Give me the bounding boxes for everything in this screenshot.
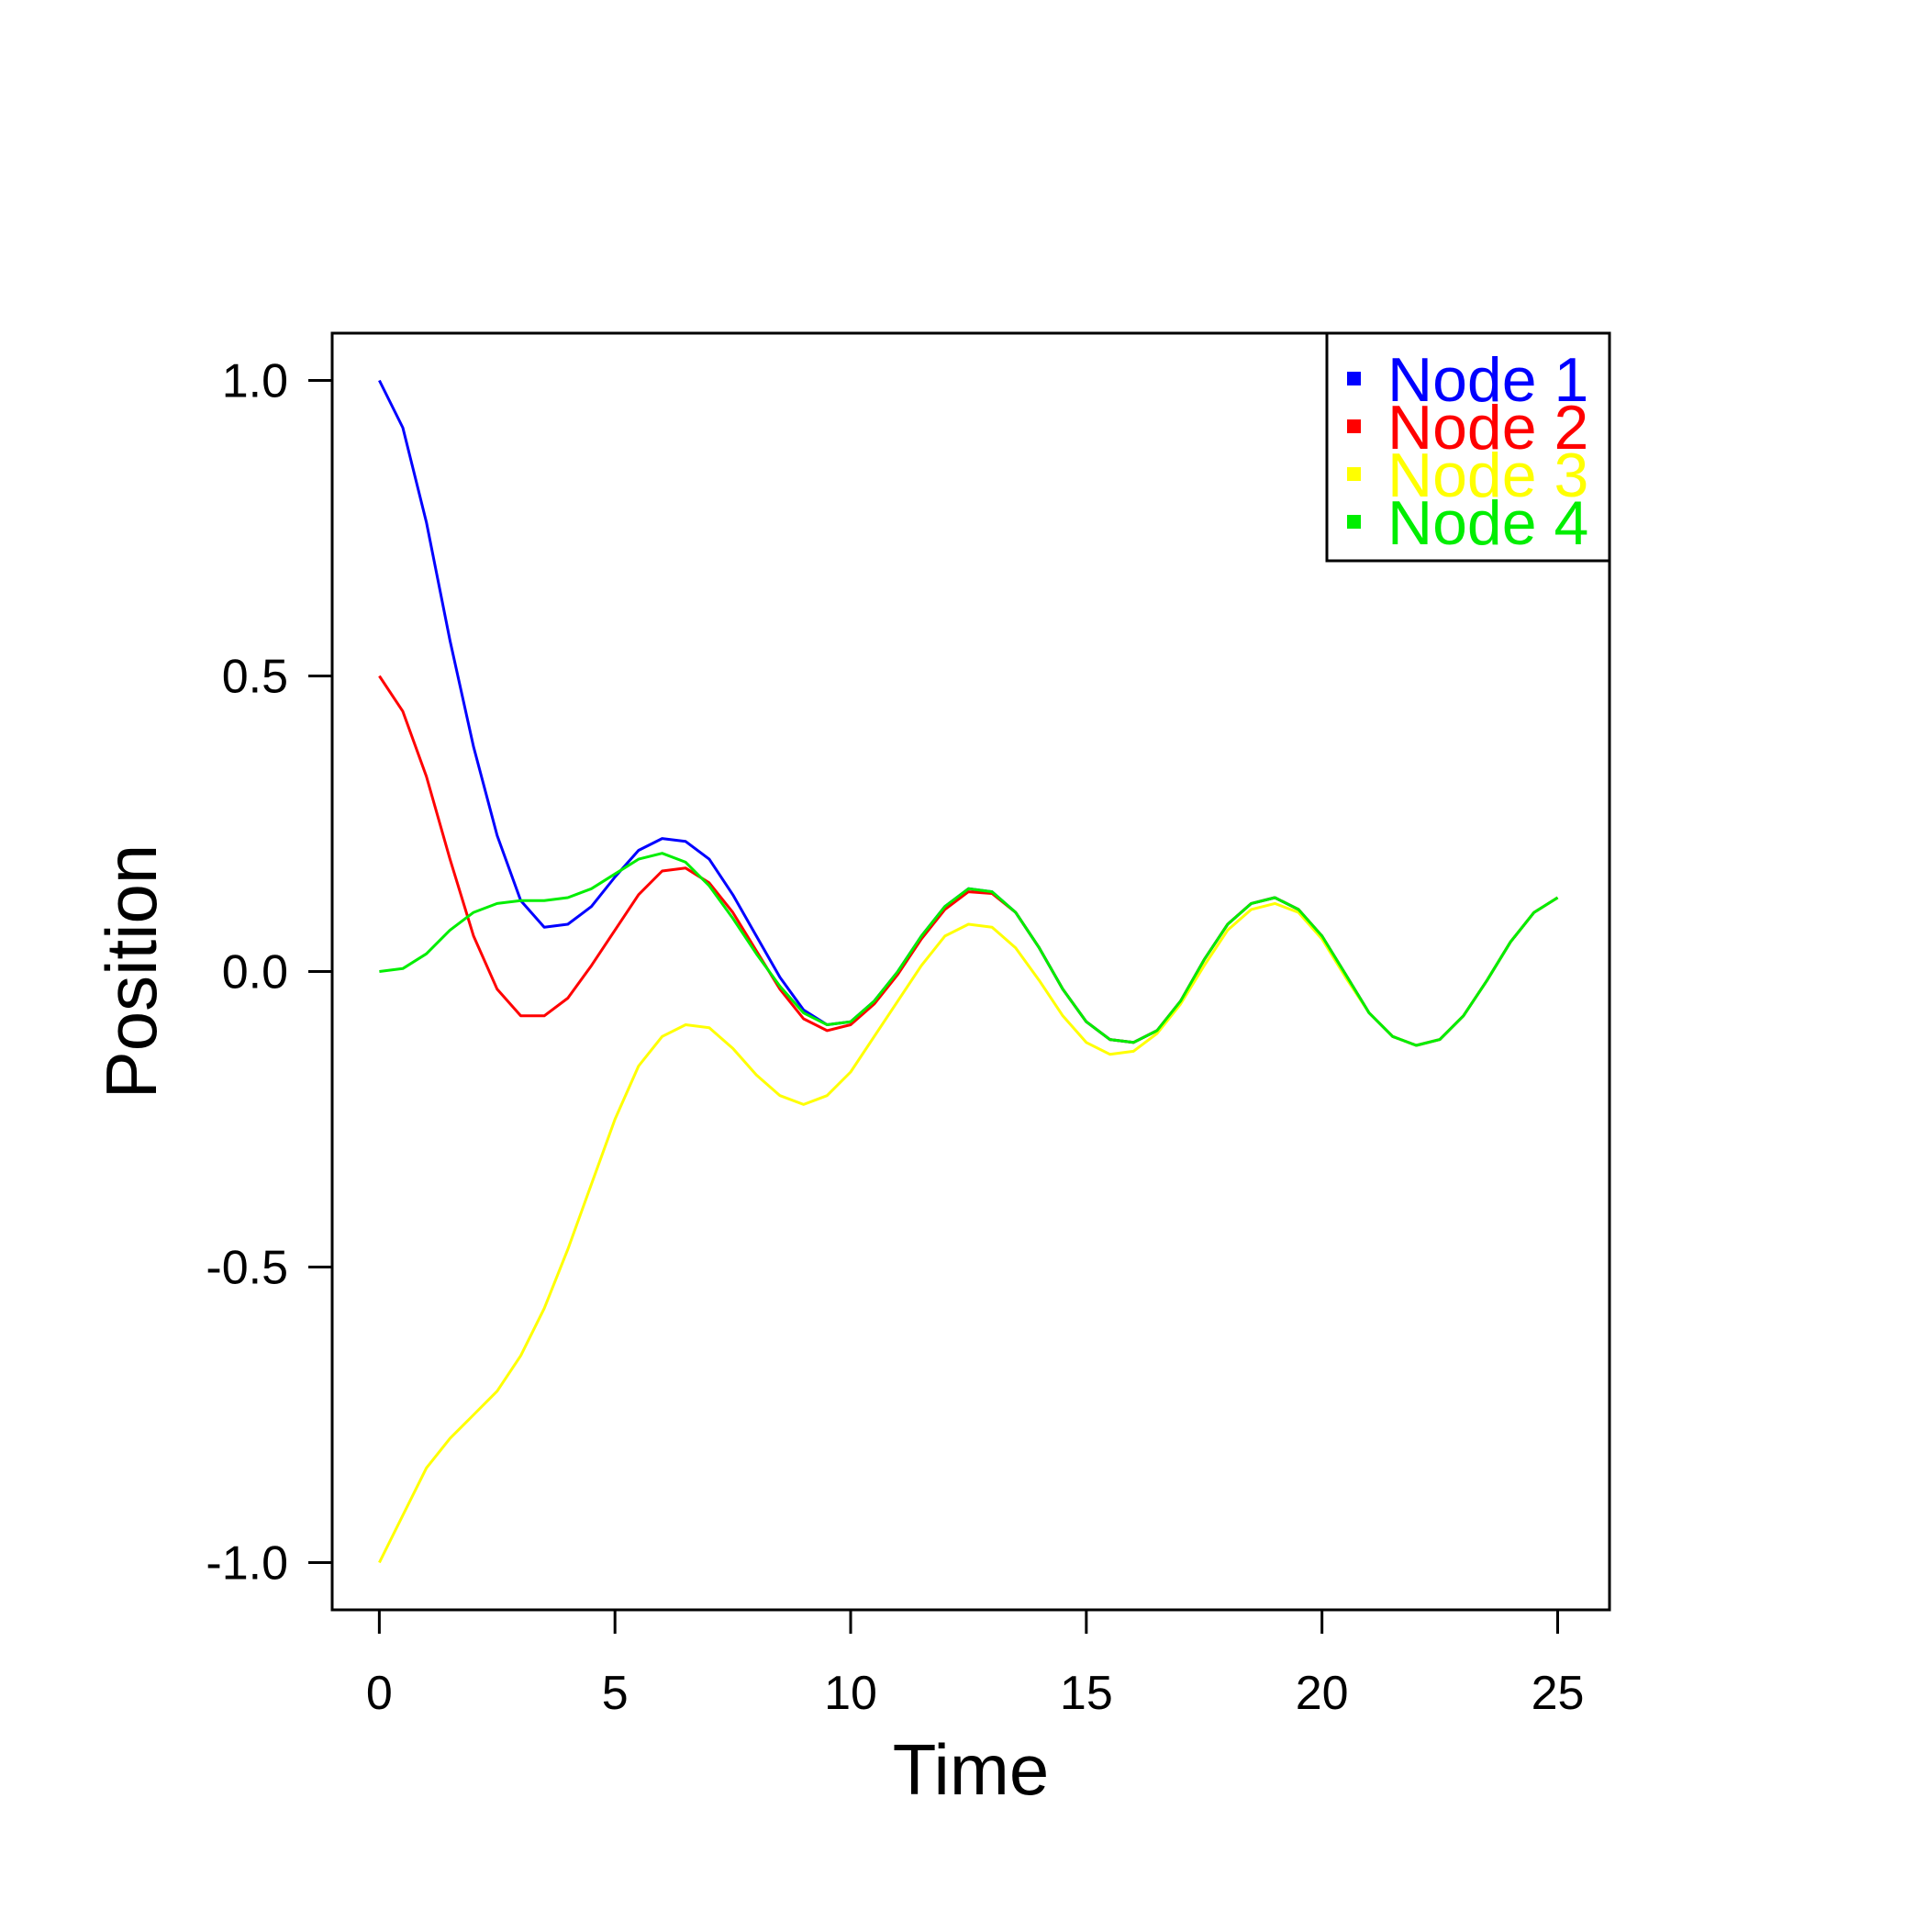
series-line-node-4 xyxy=(379,852,1559,1047)
x-tick-label: 10 xyxy=(824,1667,877,1720)
y-axis-title: Position xyxy=(91,844,172,1100)
x-tick-label: 15 xyxy=(1060,1667,1113,1720)
y-tick-label: -1.0 xyxy=(206,1536,288,1590)
legend-label: Node 4 xyxy=(1387,488,1588,558)
legend-box xyxy=(1325,331,1611,563)
y-tick-label: 0.5 xyxy=(222,651,288,704)
legend-swatch xyxy=(1347,372,1361,385)
x-tick-label: 25 xyxy=(1532,1667,1585,1720)
y-axis: 1.0 0.5 0.0 -0.5 -1.0 xyxy=(206,355,334,1590)
x-axis-title: Time xyxy=(893,1729,1049,1810)
legend-label: Node 3 xyxy=(1387,441,1588,510)
legend-swatch xyxy=(1347,515,1361,529)
legend-label: Node 1 xyxy=(1387,345,1588,415)
y-tick-label: 0.0 xyxy=(222,946,288,1000)
legend-label: Node 2 xyxy=(1387,393,1588,463)
y-tick-label: 1.0 xyxy=(222,355,288,408)
legend-swatch xyxy=(1347,419,1361,433)
x-tick-label: 5 xyxy=(602,1667,629,1720)
series-layer xyxy=(378,379,1559,1564)
x-tick-label: 20 xyxy=(1296,1667,1349,1720)
legend-swatch xyxy=(1347,467,1361,481)
x-axis: 0 5 10 15 20 25 xyxy=(366,1608,1585,1720)
x-tick-label: 0 xyxy=(366,1667,393,1720)
y-tick-label: -0.5 xyxy=(206,1241,288,1294)
